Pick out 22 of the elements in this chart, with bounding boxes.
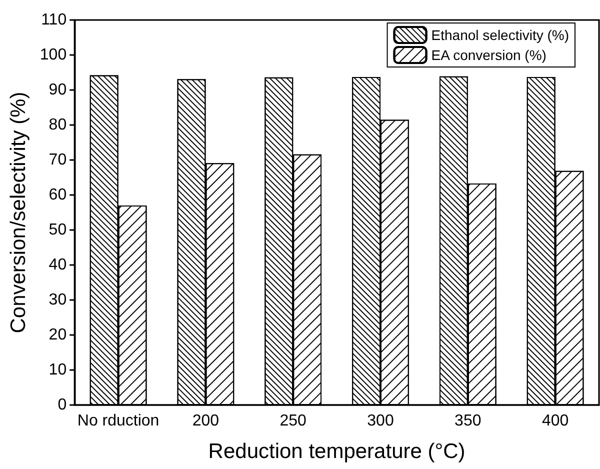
y-axis-title: Conversion/selectivity (%): [7, 92, 30, 334]
legend-label: Ethanol selectivity (%): [431, 27, 569, 43]
y-tick-label: 90: [48, 82, 67, 98]
x-tick-label: 350: [454, 412, 482, 430]
y-tick-label: 50: [48, 222, 67, 238]
x-axis-title: Reduction temperature (°C): [208, 440, 466, 463]
y-tick-label: 30: [48, 292, 67, 308]
y-tick-label: 10: [48, 362, 67, 378]
legend-label: EA conversion (%): [431, 47, 546, 63]
x-tick-label: 200: [192, 412, 220, 430]
y-tick-label: 110: [41, 12, 67, 28]
x-tick-label: No rduction: [77, 412, 160, 430]
x-tick-label: 400: [542, 412, 569, 430]
y-tick-label: 70: [48, 152, 67, 168]
y-tick-label: 0: [58, 396, 67, 414]
y-tick-label: 100: [40, 46, 67, 64]
y-tick-label: 40: [48, 256, 67, 274]
y-tick-label: 60: [48, 186, 67, 204]
y-tick-label: 20: [48, 326, 67, 344]
y-tick-label: 80: [48, 116, 67, 134]
x-tick-label: 300: [367, 412, 394, 430]
x-tick-label: 250: [280, 412, 307, 430]
